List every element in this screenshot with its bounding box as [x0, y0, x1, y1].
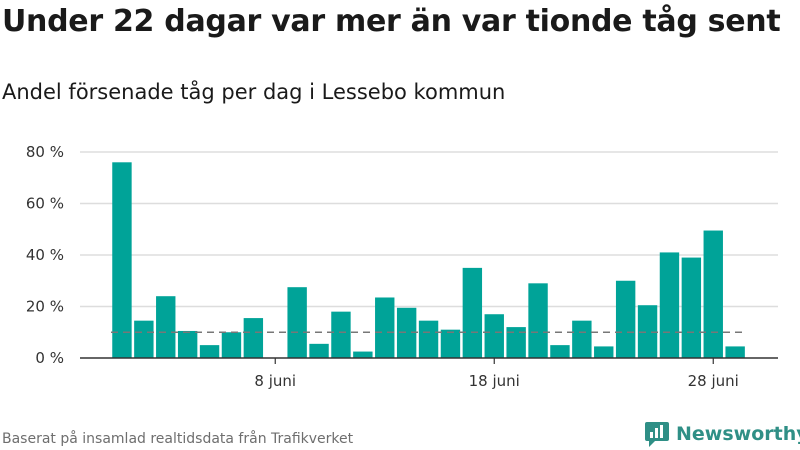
chart-subtitle: Andel försenade tåg per dag i Lessebo ko… — [2, 80, 506, 104]
y-tick-label: 0 % — [35, 349, 64, 367]
bar — [112, 162, 132, 358]
y-tick-label: 60 % — [26, 195, 64, 213]
bar — [156, 296, 176, 358]
bar — [418, 320, 439, 358]
bar — [528, 283, 548, 358]
bar — [615, 280, 636, 358]
y-tick-label: 20 % — [26, 298, 64, 316]
bar — [462, 267, 483, 358]
source-note: Baserat på insamlad realtidsdata från Tr… — [2, 431, 354, 447]
bar — [725, 346, 745, 358]
bar — [353, 351, 373, 358]
bar — [594, 346, 614, 358]
newsworthy-logo: Newsworthy — [644, 420, 800, 448]
y-axis-labels: 0 % 20 % 40 % 60 % 80 % — [26, 143, 64, 367]
bar — [484, 314, 504, 358]
bar — [287, 287, 307, 358]
bar — [375, 297, 395, 358]
newsworthy-logo-text: Newsworthy — [676, 423, 800, 445]
chart-title: Under 22 dagar var mer än var tionde tåg… — [2, 4, 781, 39]
x-axis-labels: 8 juni 18 juni 28 juni — [254, 372, 738, 390]
bar — [331, 311, 351, 358]
bar — [506, 327, 526, 358]
bar — [134, 320, 154, 358]
bars — [112, 162, 745, 358]
bar — [659, 252, 680, 358]
x-axis — [80, 357, 778, 364]
x-tick-label: 8 juni — [254, 372, 296, 390]
x-tick-label: 18 juni — [469, 372, 520, 390]
bar — [309, 343, 329, 358]
bar — [703, 230, 723, 358]
bar — [221, 332, 242, 358]
bar — [396, 307, 417, 358]
x-tick-label: 28 juni — [688, 372, 739, 390]
y-tick-label: 40 % — [26, 246, 64, 264]
bar — [177, 330, 198, 358]
y-tick-label: 80 % — [26, 143, 64, 161]
bar — [199, 345, 220, 358]
bar — [243, 318, 264, 358]
bar — [550, 345, 570, 358]
bar — [637, 305, 658, 358]
newsworthy-logo-icon — [645, 422, 669, 447]
bar — [572, 320, 592, 358]
bar — [440, 329, 461, 358]
bar — [681, 257, 702, 358]
bar-chart: 0 % 20 % 40 % 60 % 80 % 8 juni 18 juni 28 juni — [26, 143, 778, 390]
